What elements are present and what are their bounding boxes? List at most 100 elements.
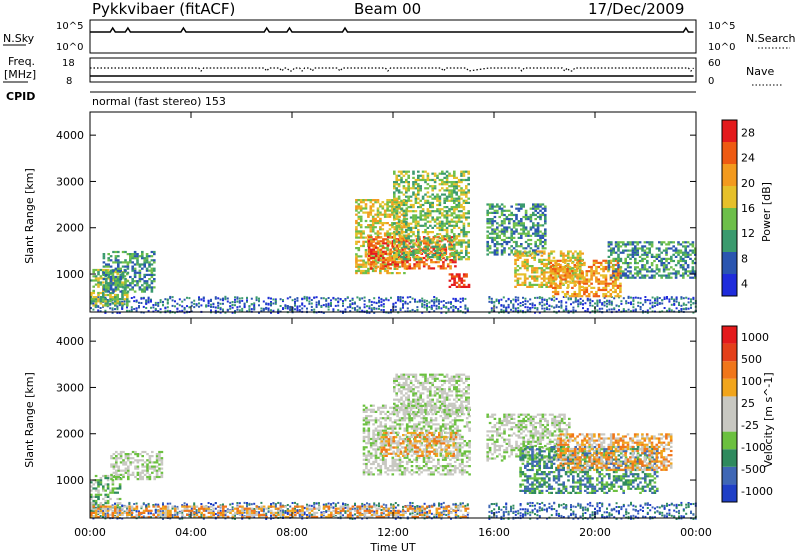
heatmap-cell <box>289 296 292 299</box>
heatmap-cell <box>590 282 593 285</box>
heatmap-cell <box>450 228 454 232</box>
heatmap-cell <box>376 199 380 202</box>
heatmap-cell <box>210 309 212 312</box>
heatmap-cell <box>381 224 385 227</box>
heatmap-cell <box>553 299 556 302</box>
heatmap-cell <box>109 269 113 272</box>
heatmap-cell <box>442 263 445 266</box>
heatmap-cell <box>554 274 557 277</box>
heatmap-cell <box>362 232 365 235</box>
heatmap-cell <box>567 283 570 286</box>
heatmap-cell <box>370 250 373 253</box>
heatmap-cell <box>92 285 95 288</box>
heatmap-cell <box>114 308 116 311</box>
heatmap-cell <box>514 262 517 266</box>
heatmap-cell <box>658 274 661 277</box>
heatmap-cell <box>551 295 555 298</box>
heatmap-cell <box>355 265 358 268</box>
heatmap-cell <box>498 215 501 219</box>
heatmap-cell <box>503 209 506 212</box>
heatmap-cell <box>514 298 517 301</box>
heatmap-cell <box>634 268 637 271</box>
heatmap-cell <box>455 199 458 202</box>
heatmap-cell <box>515 230 518 233</box>
heatmap-cell <box>99 275 103 278</box>
heatmap-cell <box>224 311 227 314</box>
heatmap-cell <box>427 267 431 270</box>
heatmap-cell <box>453 235 456 238</box>
heatmap-cell <box>397 185 401 188</box>
heatmap-cell <box>133 308 136 310</box>
heatmap-cell <box>417 245 420 248</box>
heatmap-cell <box>559 270 562 273</box>
heatmap-cell <box>438 195 442 198</box>
heatmap-cell <box>274 302 277 305</box>
heatmap-cell <box>566 274 569 277</box>
heatmap-cell <box>176 302 179 305</box>
heatmap-cell <box>454 299 457 302</box>
heatmap-cell <box>448 193 451 196</box>
heatmap-cell <box>405 224 409 227</box>
heatmap-cell <box>521 252 524 255</box>
heatmap-cell <box>592 263 596 267</box>
heatmap-cell <box>388 255 392 258</box>
heatmap-cell <box>415 263 419 266</box>
heatmap-cell <box>514 254 517 257</box>
heatmap-cell <box>433 249 437 252</box>
heatmap-cell <box>578 274 581 277</box>
heatmap-cell <box>377 256 380 260</box>
heatmap-cell <box>590 278 593 281</box>
heatmap-cell <box>407 258 410 261</box>
heatmap-cell <box>674 255 678 258</box>
heatmap-cell <box>450 275 454 278</box>
heatmap-cell <box>524 253 528 256</box>
heatmap-cell <box>250 303 253 306</box>
heatmap-cell <box>449 259 452 262</box>
heatmap-cell <box>587 270 591 273</box>
heatmap-cell <box>124 286 127 289</box>
heatmap-cell <box>222 310 224 313</box>
heatmap-cell <box>523 279 527 282</box>
heatmap-cell <box>436 216 439 219</box>
heatmap-cell <box>594 311 596 314</box>
heatmap-cell <box>660 259 663 263</box>
heatmap-cell <box>679 264 683 267</box>
heatmap-cell <box>660 241 663 244</box>
heatmap-cell <box>443 251 446 254</box>
heatmap-cell <box>488 222 492 225</box>
heatmap-cell <box>510 238 513 242</box>
heatmap-cell <box>574 297 577 300</box>
heatmap-cell <box>500 243 504 246</box>
heatmap-cell <box>563 270 567 273</box>
heatmap-cell <box>567 252 570 255</box>
heatmap-cell <box>551 290 555 294</box>
heatmap-cell <box>99 300 103 303</box>
heatmap-cell <box>262 307 265 310</box>
heatmap-cell <box>540 273 544 276</box>
heatmap-cell <box>421 170 425 173</box>
heatmap-cell <box>433 241 437 244</box>
heatmap-cell <box>460 174 463 177</box>
heatmap-cell <box>636 274 639 277</box>
heatmap-cell <box>119 267 122 270</box>
heatmap-cell <box>486 234 489 237</box>
heatmap-cell <box>377 236 380 239</box>
heatmap-cell <box>454 261 457 264</box>
heatmap-cell <box>400 228 404 231</box>
heatmap-cell <box>105 288 108 291</box>
heatmap-cell <box>677 272 680 275</box>
heatmap-cell <box>465 216 468 219</box>
heatmap-cell <box>111 296 115 299</box>
heatmap-cell <box>286 305 289 307</box>
heatmap-cell <box>386 232 389 235</box>
heatmap-cell <box>286 504 289 506</box>
heatmap-cell <box>426 304 428 307</box>
freq-label-line1: Freq. <box>8 55 35 68</box>
heatmap-cell <box>561 290 565 294</box>
heatmap-cell <box>406 265 409 268</box>
heatmap-cell <box>430 299 433 302</box>
heatmap-cell <box>666 309 668 312</box>
heatmap-cell <box>193 502 196 505</box>
heatmap-cell <box>407 183 410 186</box>
heatmap-cell <box>402 296 404 299</box>
